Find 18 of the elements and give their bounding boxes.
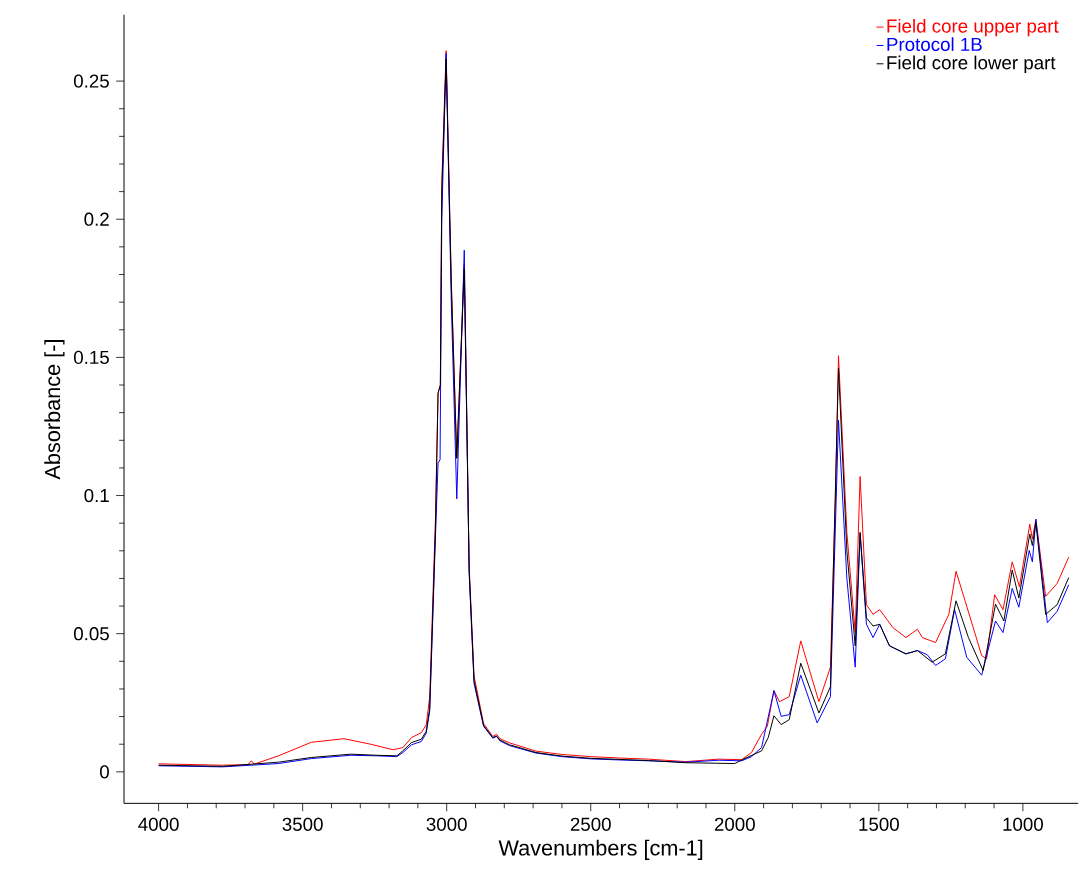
x-tick-label: 3000 [426, 817, 467, 831]
x-tick-label: 1000 [1003, 817, 1043, 831]
y-tick-label: 0.15 [73, 350, 109, 364]
x-tick-label: 4000 [138, 817, 179, 831]
y-axis-title: Absorbance [-] [44, 339, 65, 480]
y-tick-label: 0.2 [84, 212, 109, 226]
x-tick-label: 3500 [282, 817, 323, 831]
y-tick-label: 0.1 [84, 488, 109, 503]
legend-label: Protocol 1B [887, 37, 982, 51]
x-axis-title: Wavenumbers [cm-1] [498, 839, 703, 860]
y-tick-label: 0.25 [73, 74, 109, 88]
legend-label: Field core lower part [887, 55, 1056, 73]
legend-label: Field core upper part [887, 18, 1059, 37]
y-tick-label: 0 [100, 765, 109, 779]
x-tick-label: 2500 [570, 817, 611, 831]
y-tick-label: 0.05 [73, 626, 109, 641]
x-tick-label: 2000 [714, 817, 755, 831]
x-tick-label: 1500 [859, 817, 899, 831]
